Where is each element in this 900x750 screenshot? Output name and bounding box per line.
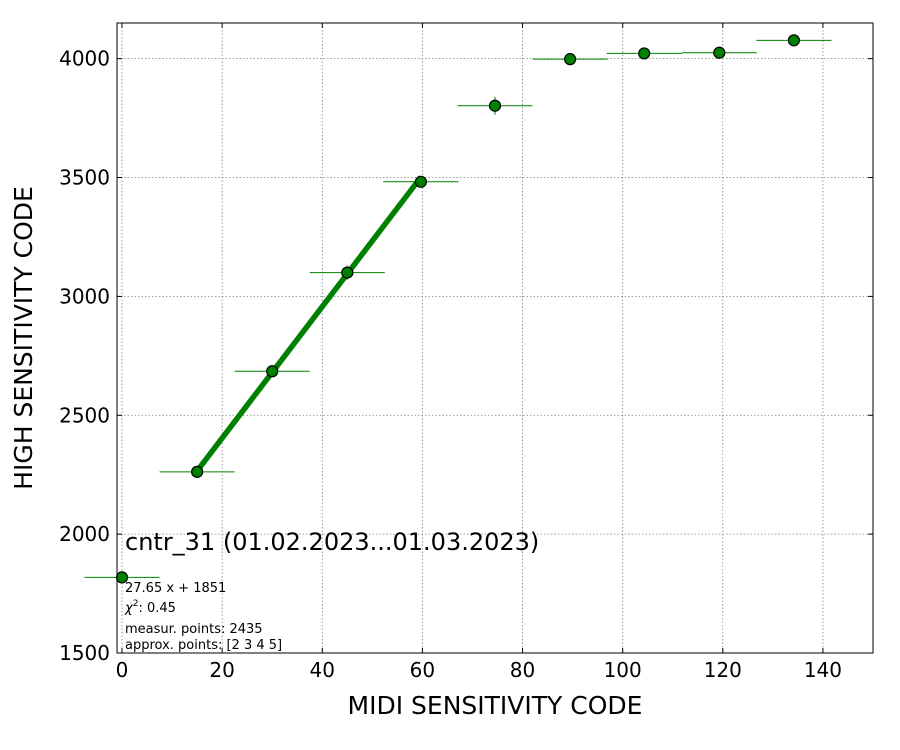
y-tick-label: 3000	[59, 284, 110, 308]
annotation-chi2: χ2: 0.45	[124, 599, 176, 616]
annotation-approx-points: approx. points: [2 3 4 5]	[125, 638, 282, 653]
annotation-title: cntr_31 (01.02.2023...01.03.2023)	[125, 528, 539, 556]
fit-layer	[194, 175, 424, 473]
y-tick-label: 2000	[59, 522, 110, 546]
x-tick-label: 0	[116, 658, 129, 682]
data-point	[787, 34, 800, 47]
data-point	[341, 266, 354, 279]
chi2-symbol: χ	[124, 601, 134, 616]
data-point	[414, 175, 428, 188]
data-point	[713, 46, 726, 59]
x-tick-labels: 0 20 40 60 80 100 120 140	[116, 658, 842, 682]
y-tick-label: 3500	[59, 166, 110, 190]
y-tick-labels: 1500 2000 2500 3000 3500 4000	[59, 47, 110, 665]
x-tick-label: 20	[209, 658, 234, 682]
chi2-value: : 0.45	[138, 601, 175, 616]
y-tick-label: 4000	[59, 47, 110, 71]
y-tick-label: 1500	[59, 641, 110, 665]
y-tick-label: 2500	[59, 403, 110, 427]
data-point	[266, 365, 279, 378]
data-point	[638, 47, 651, 60]
x-tick-label: 140	[804, 658, 842, 682]
x-tick-label: 60	[410, 658, 435, 682]
data-point	[191, 465, 204, 478]
annotation-equation: 27.65 x + 1851	[125, 581, 226, 596]
x-tick-label: 80	[510, 658, 535, 682]
chi2-exponent: 2	[133, 599, 139, 609]
y-axis-title: HIGH SENSITIVITY CODE	[9, 186, 38, 490]
x-axis-title: MIDI SENSITIVITY CODE	[348, 691, 643, 720]
plot-frame	[116, 22, 874, 654]
data-point	[563, 53, 577, 66]
data-point	[488, 99, 502, 112]
x-tick-label: 40	[310, 658, 335, 682]
ticks	[117, 23, 873, 654]
data-points	[115, 34, 800, 584]
x-tick-label: 100	[604, 658, 642, 682]
fit-line	[194, 175, 424, 473]
x-tick-label: 120	[704, 658, 742, 682]
annotation-measur-points: measur. points: 2435	[125, 622, 263, 637]
